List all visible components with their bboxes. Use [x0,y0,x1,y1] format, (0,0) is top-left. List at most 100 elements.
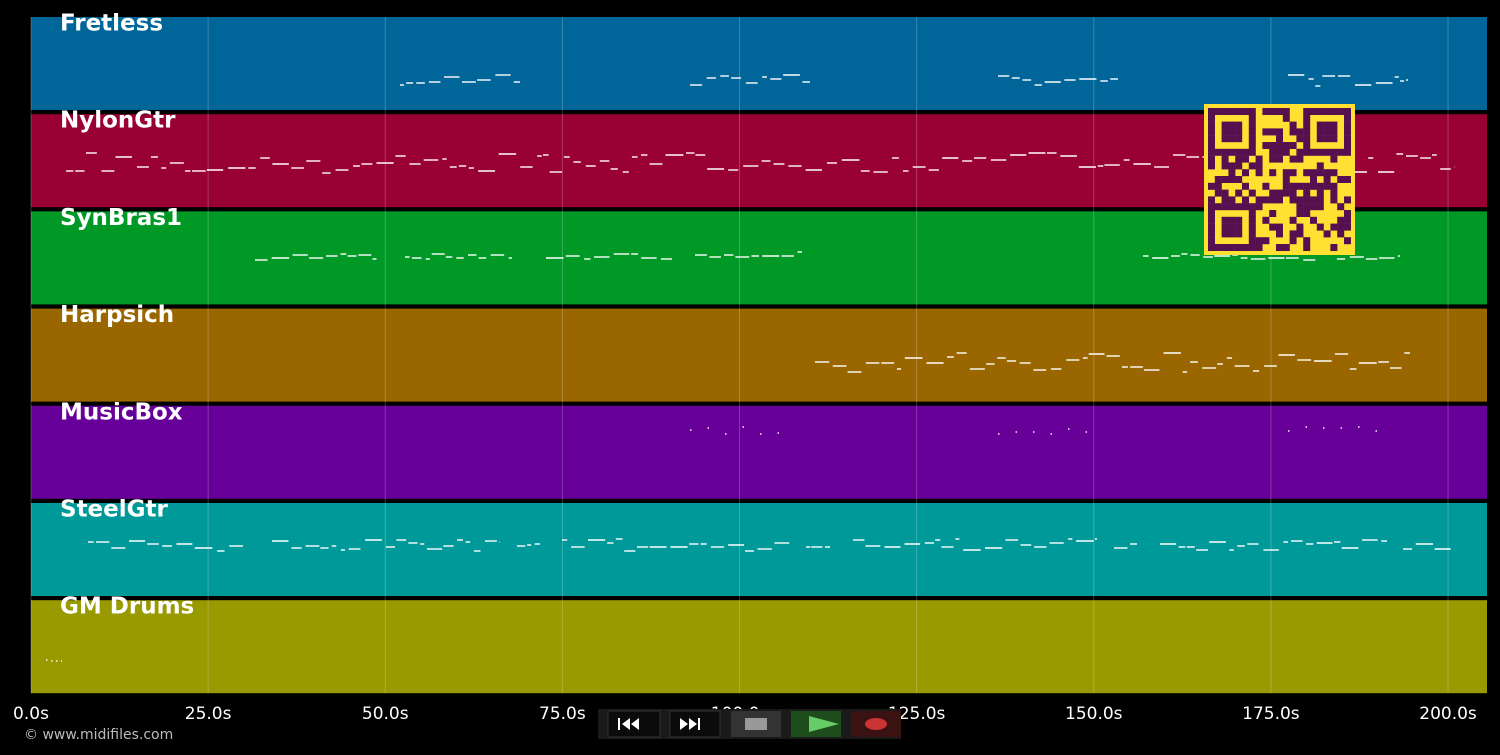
qr-module [1214,148,1222,156]
qr-module [1330,155,1338,163]
qr-module [1228,121,1236,129]
qr-module [1276,155,1283,163]
qr-module [1282,142,1290,149]
qr-module [1248,128,1256,136]
qr-module [1214,244,1222,251]
qr-module [1344,148,1351,156]
qr-module [1269,142,1277,149]
qr-module [1289,142,1297,149]
track-name: MusicBox [60,399,183,425]
qr-module [1242,169,1249,177]
qr-module [1208,142,1215,149]
qr-module [1255,203,1263,211]
qr-code [1204,104,1355,255]
qr-module [1208,148,1215,156]
qr-module [1214,176,1222,183]
stop-button[interactable] [731,711,781,737]
qr-module [1282,169,1290,177]
qr-module [1303,189,1311,197]
qr-module [1255,196,1263,204]
tick-label: 50.0s [362,704,409,724]
qr-module [1228,135,1236,143]
qr-module [1323,128,1331,136]
rewind-button[interactable] [607,710,661,738]
qr-module [1282,176,1290,183]
qr-module [1289,121,1297,129]
qr-module [1228,162,1236,170]
qr-module [1330,121,1338,129]
qr-module [1262,237,1270,245]
qr-module [1276,128,1283,136]
qr-module [1248,162,1256,170]
qr-module [1323,169,1331,177]
qr-module [1296,135,1304,143]
qr-module [1235,203,1243,211]
qr-module [1303,182,1311,190]
track-lane [31,308,1487,402]
qr-module [1228,216,1236,224]
qr-module [1208,203,1215,211]
qr-module [1269,189,1277,197]
qr-module [1235,162,1243,170]
qr-module [1344,216,1351,224]
qr-module [1330,189,1338,197]
qr-module [1316,196,1324,204]
qr-module [1289,182,1297,190]
qr-module [1248,223,1256,231]
qr-module [1221,223,1229,231]
qr-module [1262,142,1270,149]
qr-module [1228,176,1236,183]
forward-button[interactable] [669,710,721,738]
qr-module [1276,135,1283,143]
qr-module [1262,128,1270,136]
qr-module [1255,237,1263,245]
qr-module [1337,223,1345,231]
qr-module [1276,142,1283,149]
qr-module [1269,148,1277,156]
qr-module [1262,108,1270,115]
qr-module [1208,114,1215,122]
qr-module [1269,169,1277,177]
qr-module [1269,210,1277,217]
qr-module [1242,148,1249,156]
qr-module [1289,128,1297,136]
qr-module [1330,196,1338,204]
qr-module [1316,148,1324,156]
qr-module [1221,189,1229,197]
qr-module [1228,148,1236,156]
qr-module [1323,176,1331,183]
qr-module [1316,162,1324,170]
record-button[interactable] [851,711,901,737]
qr-module [1235,216,1243,224]
qr-module [1248,108,1256,115]
qr-module [1310,148,1317,156]
qr-module [1228,128,1236,136]
play-button[interactable] [791,711,841,737]
qr-module [1262,196,1270,204]
qr-module [1242,196,1249,204]
qr-module [1344,142,1351,149]
qr-module [1221,108,1229,115]
tick-label: 150.0s [1065,704,1123,724]
qr-module [1330,223,1338,231]
qr-module [1235,244,1243,251]
qr-module [1242,203,1249,211]
qr-module [1276,244,1283,251]
qr-module [1248,148,1256,156]
qr-module [1208,162,1215,170]
qr-module [1208,237,1215,245]
qr-module [1221,176,1229,183]
qr-module [1289,216,1297,224]
qr-module [1221,196,1229,204]
qr-module [1323,230,1331,238]
qr-module [1289,230,1297,238]
qr-module [1214,189,1222,197]
qr-module [1262,216,1270,224]
qr-module [1221,230,1229,238]
qr-module [1242,155,1249,163]
qr-module [1248,142,1256,149]
track-lane [31,600,1487,694]
qr-module [1289,196,1297,204]
qr-module [1269,128,1277,136]
qr-module [1262,182,1270,190]
